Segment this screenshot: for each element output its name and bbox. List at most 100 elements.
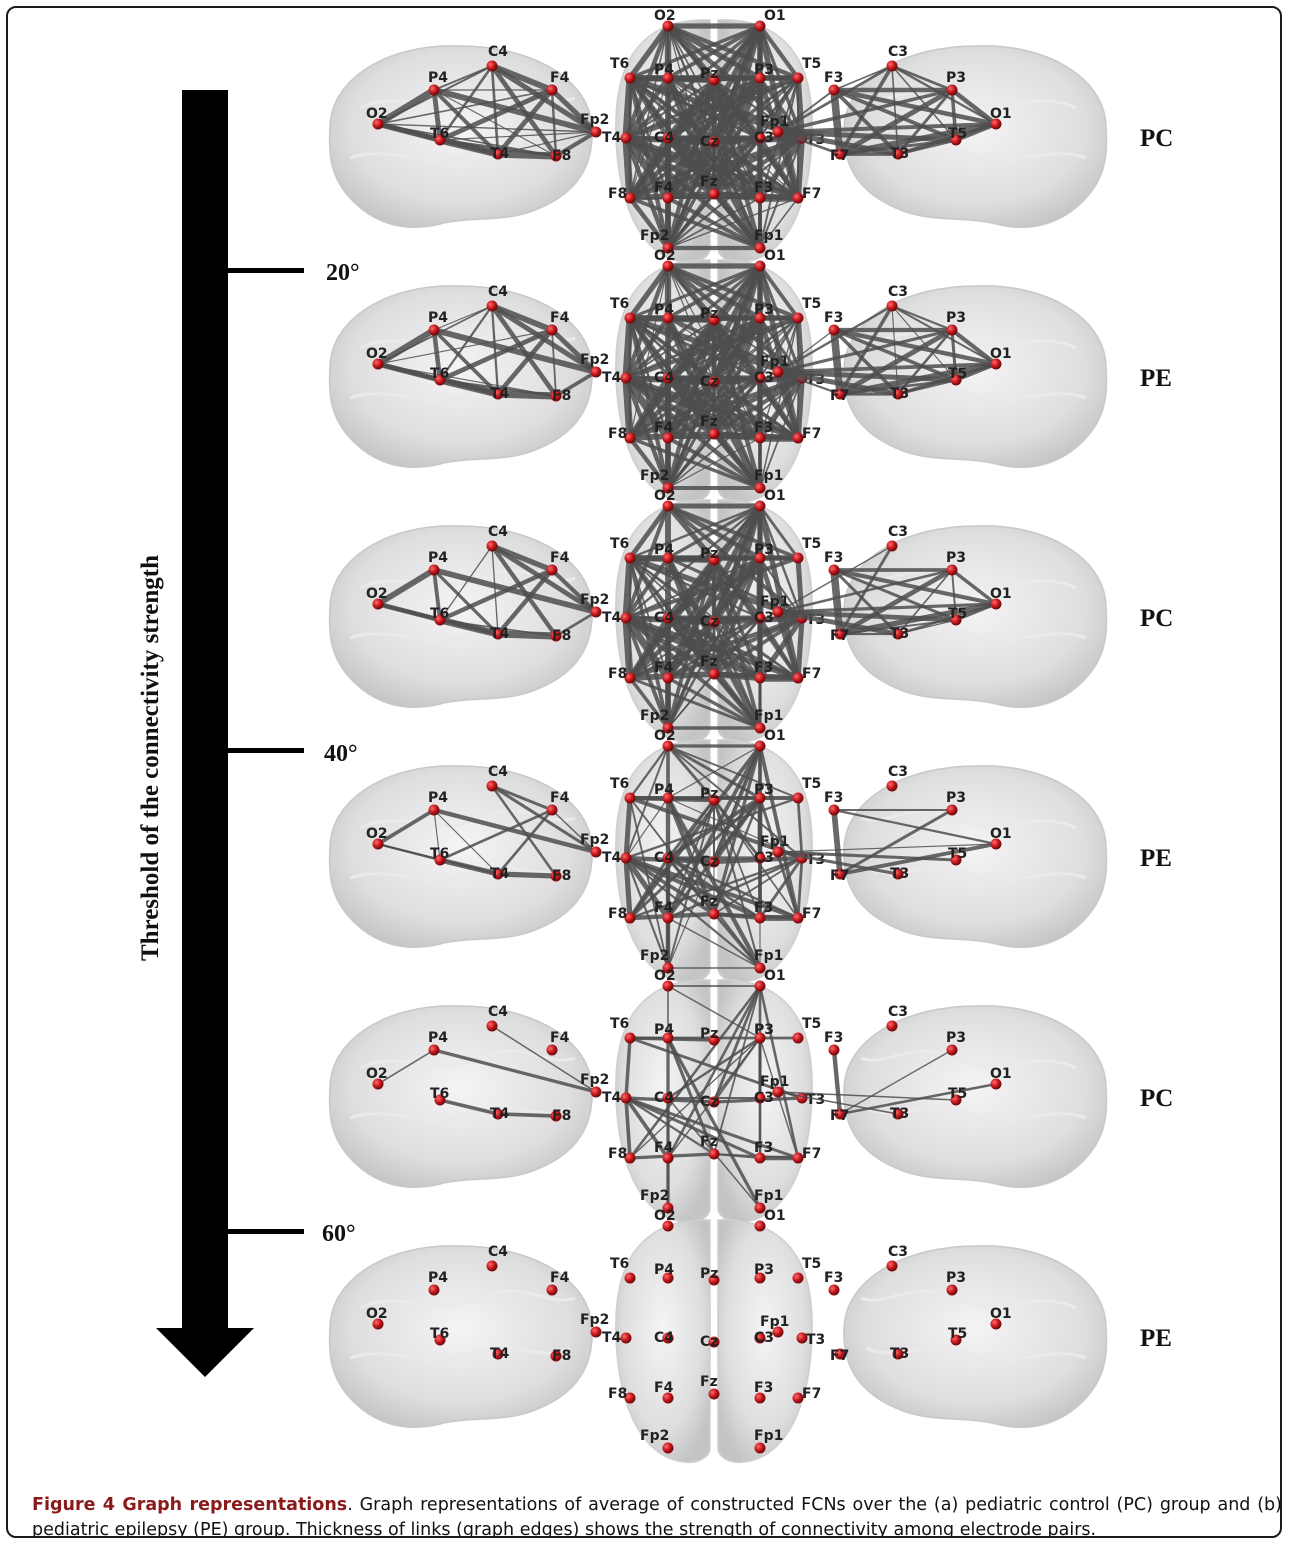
electrode-label-p4: P4 <box>428 790 448 806</box>
left-hemisphere-view: F3 C3 P3 O1 Fp1 F7 T3 T5 <box>760 1244 1012 1364</box>
electrode-label-f7: F7 <box>802 1386 821 1402</box>
electrode-node-f4 <box>662 432 674 444</box>
electrode-label-t4: T4 <box>602 1330 622 1346</box>
electrode-node-cz <box>708 1336 720 1348</box>
electrode-node-f7 <box>792 672 804 684</box>
edges <box>624 985 803 1209</box>
electrode-label-t4: T4 <box>602 610 622 626</box>
electrode-label-t5: T5 <box>802 296 821 312</box>
connectivity-edge <box>667 24 761 80</box>
electrode-label-fz: Fz <box>700 1374 718 1390</box>
electrode-label-t5: T5 <box>948 366 967 382</box>
edges <box>622 503 805 730</box>
connectivity-edge <box>667 375 803 441</box>
electrode-node-p3 <box>946 564 958 576</box>
connectivity-edge <box>712 136 804 196</box>
electrode-node-p4 <box>662 792 674 804</box>
electrode-label-f3: F3 <box>754 180 773 196</box>
electrode-label-f4: F4 <box>550 790 570 806</box>
electrode-node-f4 <box>662 672 674 684</box>
tick-label-20: 20° <box>326 260 360 286</box>
connectivity-edge <box>833 327 997 367</box>
electrode-label-fp1: Fp1 <box>754 708 783 724</box>
electrode-node-o1 <box>754 980 766 992</box>
electrode-node-c3 <box>886 300 898 312</box>
connectivity-edge <box>550 88 598 134</box>
connectivity-edge <box>432 88 500 156</box>
electrode-node-pz <box>708 74 720 86</box>
electrode-label-f4: F4 <box>550 1030 570 1046</box>
connectivity-edge <box>629 24 761 80</box>
electrode-label-t5: T5 <box>948 606 967 622</box>
connectivity-edge <box>950 328 998 366</box>
electrode-node-t4 <box>620 612 632 624</box>
connectivity-edge <box>777 129 957 143</box>
electrode-node-t4 <box>492 1348 504 1360</box>
electrode-label-t6: T6 <box>430 366 449 382</box>
electrode-node-t6 <box>624 1272 636 1284</box>
electrode-node-o1 <box>754 260 766 272</box>
electrode-node-c3 <box>886 780 898 792</box>
group-label: PC <box>1140 1085 1173 1112</box>
electrode-label-p4: P4 <box>654 302 674 318</box>
electrode-label-f7: F7 <box>802 426 821 442</box>
connectivity-edge <box>629 264 761 320</box>
connectivity-edge <box>629 856 803 920</box>
connectivity-edge <box>433 305 493 331</box>
electrode-label-o1: O1 <box>990 586 1012 602</box>
connectivity-edge <box>376 567 436 607</box>
electrode-node-fz <box>708 1148 720 1160</box>
electrode-node-f3 <box>828 1044 840 1056</box>
electrode-node-t6 <box>624 1032 636 1044</box>
electrode-label-pz: Pz <box>700 66 718 82</box>
connectivity-edge <box>667 676 761 730</box>
connectivity-edge <box>667 1036 761 1100</box>
brain-silhouette <box>328 285 593 468</box>
connectivity-edge <box>831 1049 843 1115</box>
edges <box>376 303 598 400</box>
brain-silhouette <box>328 1005 593 1188</box>
connectivity-edge <box>758 24 800 80</box>
electrode-node-fp1 <box>754 1202 766 1214</box>
connectivity-edge <box>891 64 953 92</box>
connectivity-edge <box>839 808 953 876</box>
graph-rows: O2 P4 C4 F4 Fp2 T6 T4 F8 O2 O1 T6 P4 Pz P3 T5 T4 C4 Cz C3 T… <box>328 8 1173 1464</box>
electrode-node-f3 <box>828 1284 840 1296</box>
brain-silhouette <box>328 1245 593 1428</box>
electrode-label-f4: F4 <box>550 70 570 86</box>
connectivity-edge <box>628 744 762 920</box>
electrode-node-t6 <box>624 792 636 804</box>
figure-caption: Figure 4 Graph representations. Graph re… <box>32 1493 1280 1536</box>
connectivity-edge <box>555 370 597 398</box>
electrode-label-t3: T3 <box>890 386 909 402</box>
electrode-label-t5: T5 <box>802 776 821 792</box>
electrode-label-p3: P3 <box>946 70 966 86</box>
electrode-label-fp1: Fp1 <box>754 948 783 964</box>
electrode-label-f3: F3 <box>824 310 843 326</box>
electrode-node-p3 <box>754 72 766 84</box>
connectivity-edge <box>777 1091 899 1115</box>
connectivity-edge <box>713 857 803 915</box>
electrode-label-o2: O2 <box>654 1208 676 1224</box>
tick-label-60: 60° <box>322 1221 356 1247</box>
electrode-label-c4: C4 <box>488 44 508 60</box>
connectivity-edge <box>759 317 799 379</box>
electrode-node-o2 <box>372 598 384 610</box>
connectivity-edge <box>625 796 799 860</box>
electrode-node-o2 <box>372 1318 384 1330</box>
electrode-label-p3: P3 <box>946 790 966 806</box>
electrode-node-t5 <box>950 134 962 146</box>
electrode-label-c3: C3 <box>754 850 774 866</box>
electrode-label-f3: F3 <box>824 70 843 86</box>
connectivity-edge <box>950 88 998 126</box>
edges <box>777 808 997 876</box>
connectivity-edge <box>439 616 499 638</box>
electrode-node-fz <box>708 1388 720 1400</box>
electrode-node-fz <box>708 428 720 440</box>
electrode-node-f4 <box>662 912 674 924</box>
electrode-label-fp2: Fp2 <box>640 1188 669 1204</box>
connectivity-edge <box>777 369 957 383</box>
electrode-label-p3: P3 <box>754 302 774 318</box>
electrode-label-fz: Fz <box>700 414 718 430</box>
electrode-node-f7 <box>834 148 846 160</box>
